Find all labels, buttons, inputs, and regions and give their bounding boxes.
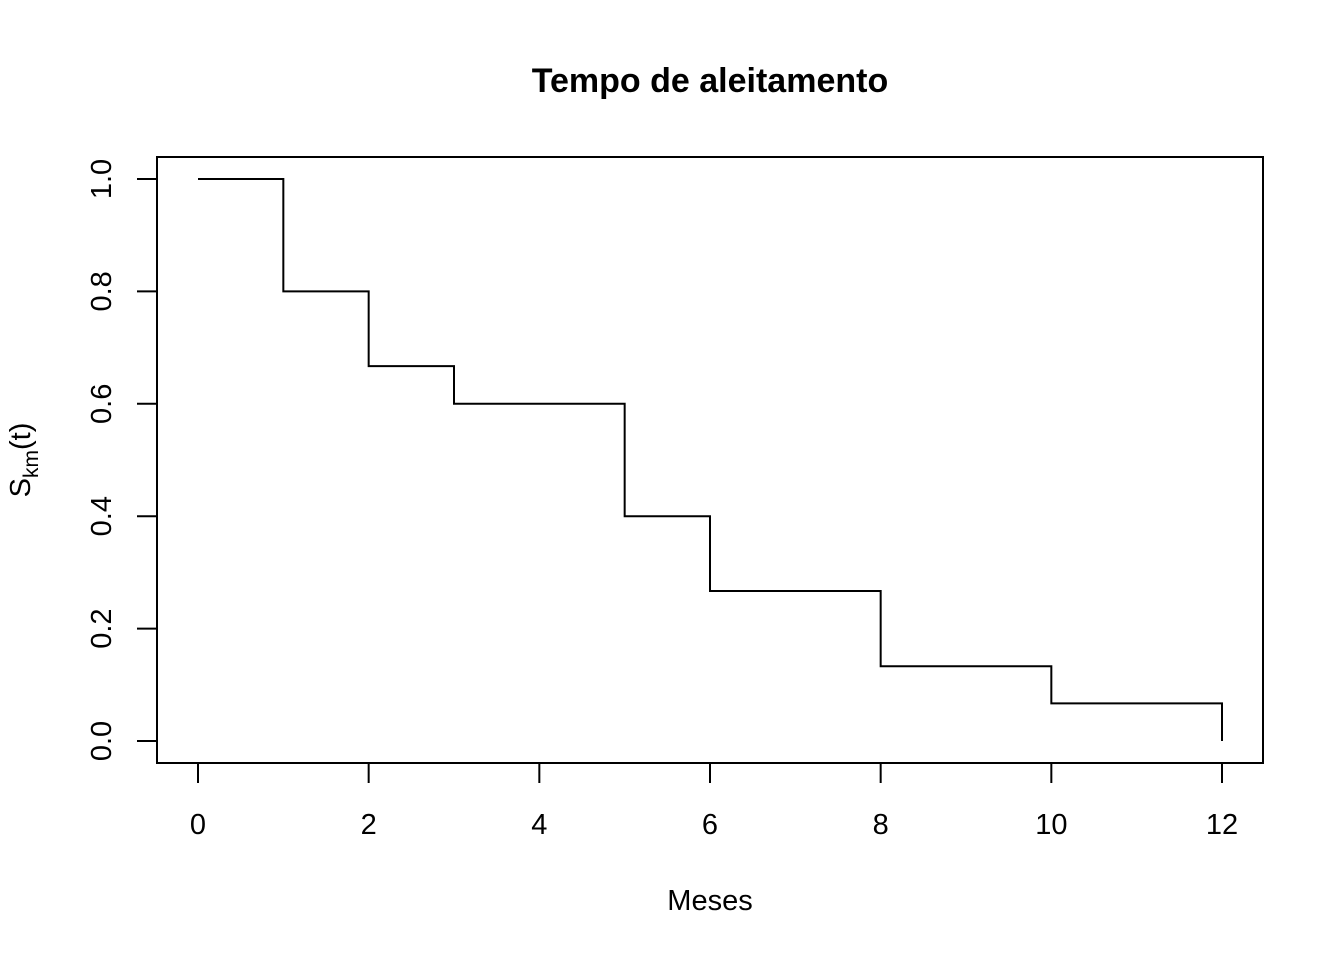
y-tick-label: 0.4 [86,496,118,536]
series-layer [198,178,1223,741]
svg-text:Skm(t): Skm(t) [5,423,43,498]
km-step-line [198,178,1223,741]
x-tick-label: 12 [1206,809,1238,841]
y-axis-label-subscript: km [20,450,43,478]
y-axis-label-hat: ^ [0,480,10,494]
x-tick-label: 6 [702,809,718,841]
chart-title: Tempo de aleitamento [532,62,888,100]
x-tick-label: 8 [873,809,889,841]
y-axis-label-symbol: S [5,478,37,497]
plot-frame [156,156,1264,764]
y-axis-label-suffix: (t) [5,423,37,450]
y-tick-label: 0.8 [86,271,118,311]
x-tick-label: 0 [190,809,206,841]
x-axis-label: Meses [667,885,752,917]
y-tick-label: 0.6 [86,384,118,424]
x-tick-label: 4 [531,809,547,841]
y-tick-label: 0.0 [86,721,118,761]
y-tick-label: 0.2 [86,608,118,648]
x-tick-label: 10 [1035,809,1067,841]
x-axis: 0 2 4 6 8 10 12 [190,762,1238,841]
y-axis-label: Skm(t) ^ [0,423,43,498]
x-tick-label: 2 [361,809,377,841]
y-tick-label: 1.0 [86,159,118,199]
y-axis: 0.0 0.2 0.4 0.6 0.8 1.0 [86,159,158,761]
